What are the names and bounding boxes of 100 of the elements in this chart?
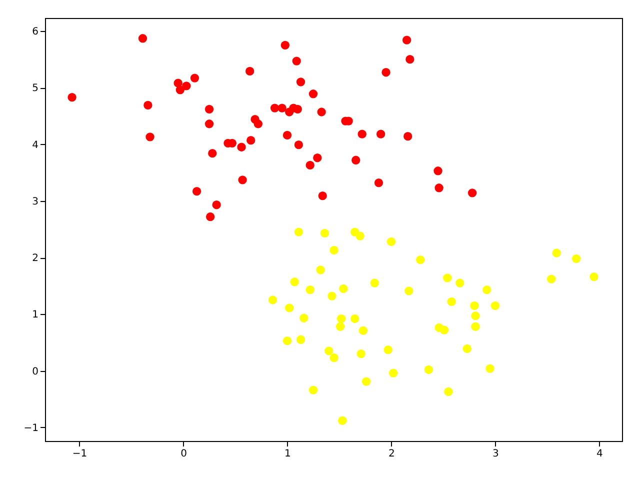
point <box>471 312 480 320</box>
y-tick-label: 5 <box>32 83 38 94</box>
point <box>313 154 322 162</box>
point <box>336 322 345 331</box>
point <box>376 130 386 138</box>
point <box>290 278 299 286</box>
y-tick-label: −1 <box>24 422 38 434</box>
point <box>296 335 306 344</box>
x-tick-label: 3 <box>492 448 499 460</box>
point <box>546 274 556 284</box>
point <box>206 212 215 222</box>
point <box>386 237 396 246</box>
point <box>352 156 360 164</box>
point <box>237 142 246 152</box>
point <box>300 314 308 322</box>
y-tick-label: 1 <box>32 310 38 321</box>
point <box>306 285 314 294</box>
point <box>306 160 314 170</box>
y-tick-label: 2 <box>32 253 38 264</box>
point <box>245 66 254 76</box>
y-tick-label: 4 <box>32 140 38 151</box>
point <box>572 254 581 263</box>
point <box>486 364 494 373</box>
point <box>404 286 414 296</box>
point <box>318 191 327 200</box>
point <box>434 166 442 176</box>
point <box>308 90 318 98</box>
point <box>324 346 334 356</box>
point <box>317 108 326 116</box>
x-tick-label: 1 <box>284 448 291 460</box>
point <box>294 228 303 236</box>
point <box>470 301 479 310</box>
x-tick-label: −1 <box>72 448 88 460</box>
x-tick-label: 2 <box>388 448 395 460</box>
point <box>208 149 217 158</box>
point <box>338 416 347 425</box>
point <box>204 120 214 128</box>
point <box>282 336 292 346</box>
point <box>490 301 500 310</box>
point <box>370 278 379 288</box>
point <box>374 178 384 188</box>
point <box>358 326 368 335</box>
point <box>424 365 433 374</box>
point <box>146 132 154 142</box>
point <box>204 104 214 114</box>
point <box>190 74 200 82</box>
point <box>552 248 561 258</box>
point <box>212 200 221 210</box>
point <box>68 92 76 102</box>
point <box>356 349 366 358</box>
point <box>292 56 301 66</box>
point <box>254 120 262 128</box>
point <box>328 292 336 300</box>
point <box>192 186 202 196</box>
y-tick-label: 0 <box>32 366 38 378</box>
point <box>282 130 292 140</box>
point <box>440 326 449 334</box>
point <box>270 104 280 112</box>
point <box>406 55 414 64</box>
point <box>294 140 303 150</box>
point <box>246 136 256 145</box>
x-tick-label: 4 <box>596 448 603 460</box>
point <box>339 284 348 293</box>
point <box>384 346 392 354</box>
point <box>293 104 302 114</box>
point <box>284 304 294 312</box>
point <box>462 344 472 354</box>
point <box>320 228 329 238</box>
point <box>404 132 412 141</box>
point <box>330 353 338 362</box>
point <box>382 68 390 77</box>
point <box>358 130 366 138</box>
point <box>280 40 290 50</box>
point <box>416 255 425 264</box>
point <box>330 246 338 254</box>
point <box>444 387 453 396</box>
y-tick-label: 6 <box>32 26 38 38</box>
point <box>138 34 148 43</box>
point <box>350 314 360 324</box>
point <box>471 322 480 331</box>
point <box>144 100 152 110</box>
point <box>482 285 492 294</box>
point <box>278 104 286 112</box>
point <box>590 272 598 282</box>
point <box>268 296 278 304</box>
point <box>402 36 412 44</box>
point <box>316 266 325 274</box>
point <box>455 278 464 288</box>
point <box>308 386 318 394</box>
point <box>468 188 477 198</box>
point <box>388 368 398 378</box>
point <box>182 82 191 90</box>
y-tick-label: 3 <box>32 196 38 208</box>
point <box>336 314 346 324</box>
point <box>296 78 306 86</box>
point <box>356 232 364 240</box>
point <box>238 176 247 184</box>
point <box>447 297 456 306</box>
point <box>434 184 444 192</box>
point <box>443 274 452 282</box>
